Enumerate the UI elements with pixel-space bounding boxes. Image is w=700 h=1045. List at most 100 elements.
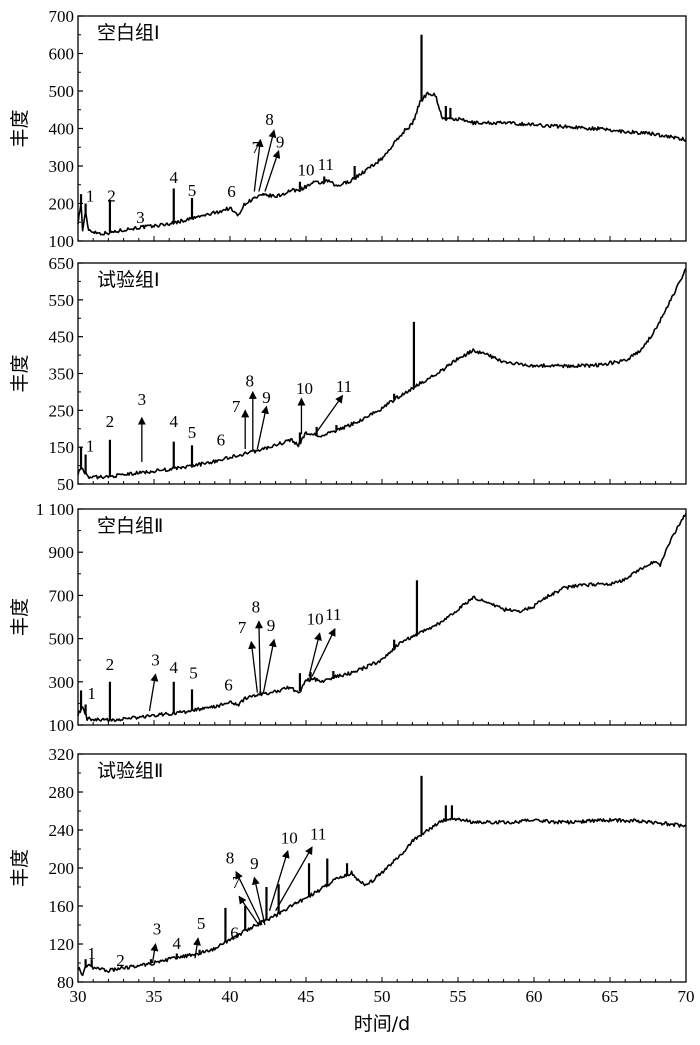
y-tick-label: 300: [49, 673, 75, 692]
y-tick-label: 160: [49, 897, 75, 916]
peak-label: 1: [86, 437, 95, 456]
peak-label: 6: [227, 182, 236, 201]
peak-label: 4: [170, 168, 179, 187]
y-tick-label: 500: [49, 630, 75, 649]
peak-label: 11: [310, 825, 326, 844]
series-line: [77, 817, 687, 977]
peak-label: 5: [188, 423, 197, 442]
chart-panel-1: 100 200 300 400 500 600 700 丰度 空白组Ⅰ 1 2 3 45 6 789 10 11: [9, 7, 687, 251]
peak-label: 10: [298, 160, 315, 179]
peak-label: 11: [336, 377, 352, 396]
y-tick-label: 120: [49, 935, 75, 954]
y-tick-label: 900: [49, 543, 75, 562]
x-tick-label: 30: [70, 987, 87, 1006]
peak-arrow: [256, 405, 269, 450]
panel-title: 试验组Ⅰ: [97, 269, 160, 291]
peak-arrow: [264, 150, 281, 192]
peak-arrow: [235, 870, 263, 926]
y-tick-label: 80: [57, 973, 74, 992]
y-tick-label: 200: [49, 195, 75, 214]
x-tick-label: 35: [146, 987, 163, 1006]
peak-arrow: [311, 627, 336, 677]
peak-label: 1: [87, 684, 96, 703]
peak-label: 5: [188, 181, 197, 200]
peak-arrow: [148, 673, 159, 712]
peak-label: 1: [86, 187, 95, 206]
y-tick-label: 700: [49, 586, 75, 605]
peak-label: 6: [224, 675, 233, 694]
peak-label: 4: [170, 412, 179, 431]
y-tick-label: 320: [49, 745, 75, 764]
panel-title: 空白组Ⅰ: [97, 22, 160, 44]
peak-label: 9: [276, 132, 285, 151]
y-tick-label: 150: [49, 438, 75, 457]
peak-label: 7: [232, 873, 241, 892]
peak-label: 3: [153, 920, 162, 939]
y-tick-label: 240: [49, 821, 75, 840]
plot-frame: [77, 262, 687, 485]
chart-panel-3: 100 300 500 700 900 1 100 丰度 空白组Ⅱ 12 3 4 5 6 789 10 11: [9, 500, 687, 735]
peak-label: 9: [267, 616, 276, 635]
peak-arrow: [275, 846, 313, 912]
x-tick-label: 40: [222, 987, 239, 1006]
x-tick-label: 45: [298, 987, 315, 1006]
x-axis-label: 时间/d: [354, 1013, 410, 1035]
peak-label: 3: [136, 208, 145, 227]
y-tick-label: 650: [49, 254, 75, 273]
peak-label: 2: [106, 412, 115, 431]
peak-label: 11: [325, 605, 341, 624]
panel-title: 空白组Ⅱ: [97, 515, 163, 537]
peak-label: 6: [217, 430, 226, 449]
y-tick-label: 280: [49, 783, 75, 802]
peak-label: 10: [281, 828, 298, 847]
peak-label: 5: [197, 914, 206, 933]
peak-label: 8: [246, 371, 255, 390]
peak-label: 6: [230, 923, 239, 942]
peak-arrow: [314, 394, 344, 435]
y-tick-label: 250: [49, 401, 75, 420]
peak-label: 3: [151, 651, 160, 670]
peak-arrow: [238, 895, 260, 926]
y-tick-label: 100: [49, 716, 75, 735]
y-tick-label: 600: [49, 45, 75, 64]
peak-label: 7: [238, 618, 247, 637]
peak-arrow: [258, 129, 277, 192]
y-tick-label: 200: [49, 859, 75, 878]
peak-label: 10: [296, 379, 313, 398]
peak-arrow: [248, 640, 259, 693]
peak-label: 11: [318, 155, 334, 174]
peak-label: 8: [226, 848, 235, 867]
x-tick-label: 70: [678, 987, 695, 1006]
peak-label: 2: [107, 187, 116, 206]
x-tick-label: 55: [450, 987, 467, 1006]
peak-label: 3: [138, 390, 147, 409]
y-axis-label: 丰度: [9, 849, 31, 887]
y-tick-label: 1 100: [36, 500, 74, 519]
y-tick-label: 500: [49, 82, 75, 101]
peak-arrow: [251, 876, 266, 926]
peak-arrow: [262, 638, 277, 693]
y-axis-label: 丰度: [9, 109, 31, 147]
peak-arrow: [150, 943, 159, 964]
peak-label: 7: [252, 138, 261, 157]
peak-label: 9: [262, 388, 271, 407]
y-tick-label: 450: [49, 328, 75, 347]
peak-label: 9: [250, 854, 259, 873]
peak-arrow: [308, 632, 322, 677]
y-tick-label: 400: [49, 120, 75, 139]
x-tick-label: 65: [602, 987, 619, 1006]
peak-arrow: [253, 138, 264, 192]
peak-label: 8: [252, 598, 261, 617]
peak-arrow: [193, 937, 201, 959]
peak-label: 1: [87, 944, 96, 963]
x-tick-label: 50: [374, 987, 391, 1006]
peak-label: 2: [106, 655, 115, 674]
panel-title: 试验组Ⅱ: [97, 760, 163, 782]
x-tick-label: 60: [526, 987, 543, 1006]
peak-label: 4: [170, 658, 179, 677]
peak-label: 10: [307, 610, 324, 629]
peak-label: 5: [189, 664, 198, 683]
